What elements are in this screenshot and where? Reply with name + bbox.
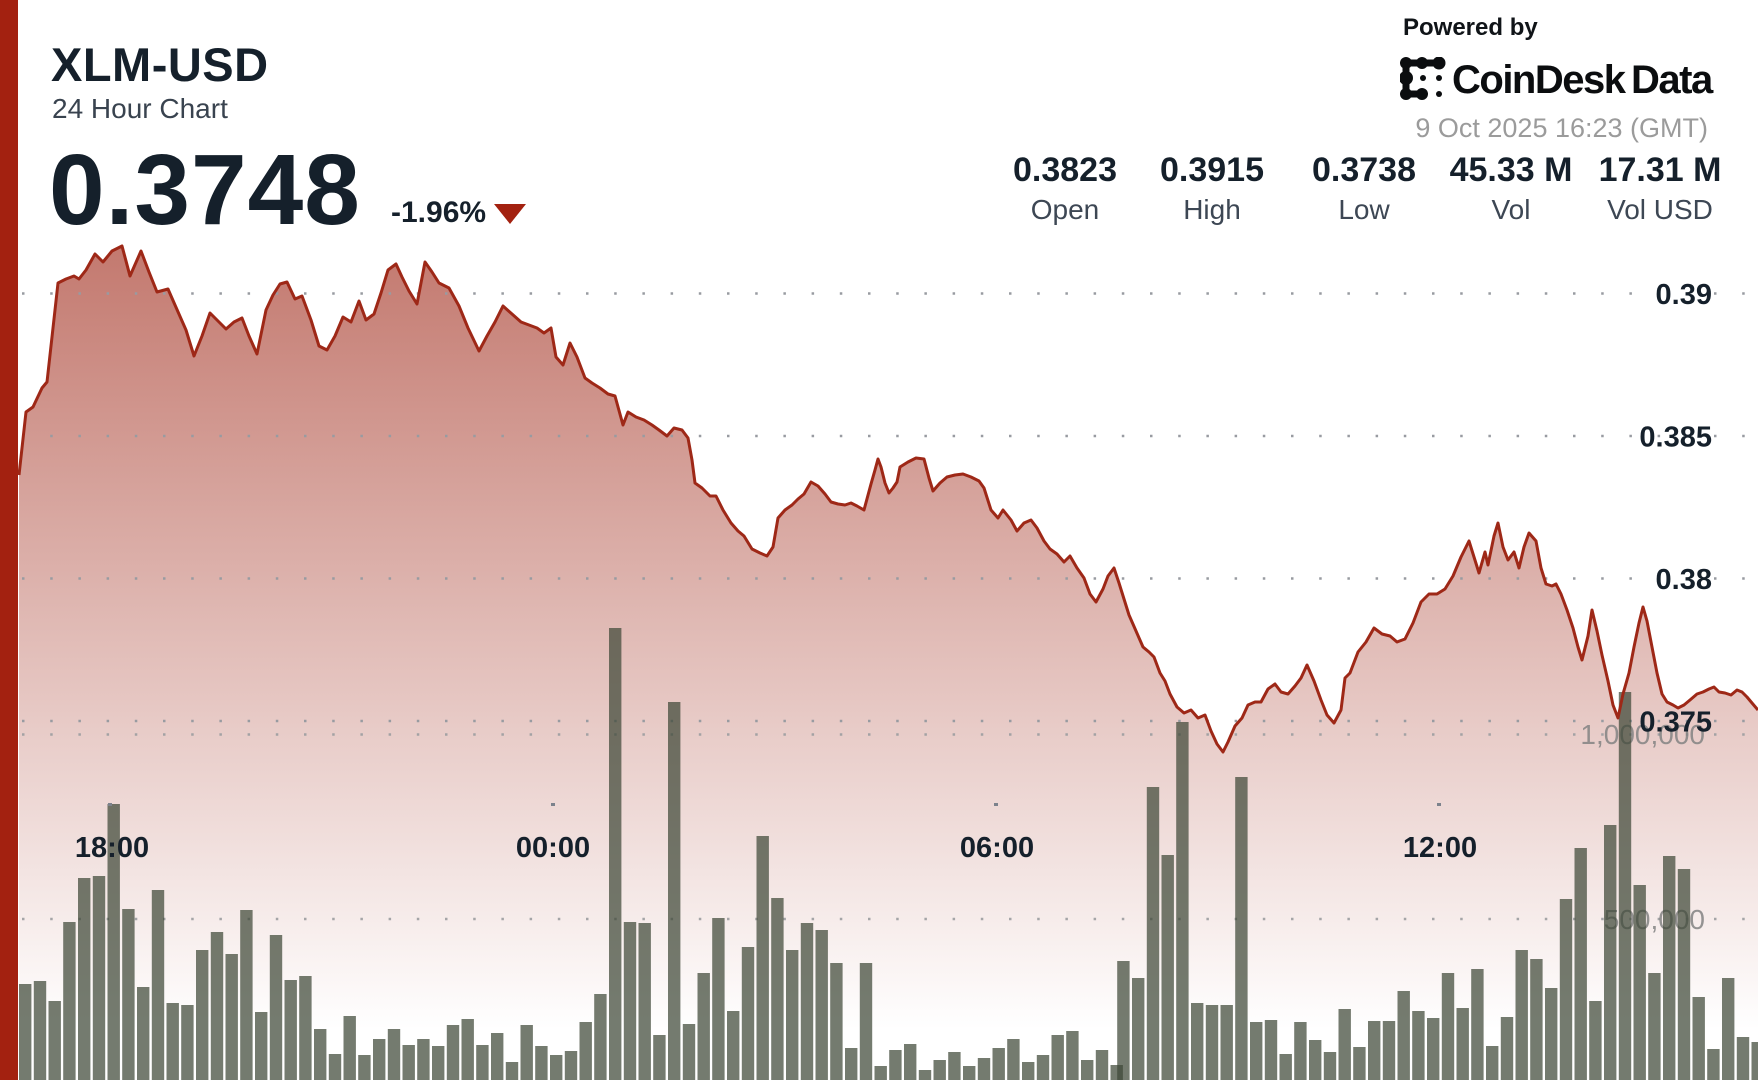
svg-text:0.38: 0.38 — [1656, 564, 1712, 596]
svg-text:00:00: 00:00 — [516, 832, 590, 864]
svg-text:0.385: 0.385 — [1639, 422, 1712, 454]
svg-text:06:00: 06:00 — [960, 832, 1034, 864]
svg-text:0.375: 0.375 — [1639, 707, 1712, 739]
svg-text:12:00: 12:00 — [1403, 832, 1477, 864]
svg-text:0.39: 0.39 — [1656, 279, 1712, 311]
svg-text:1,000,000: 1,000,000 — [1580, 719, 1705, 750]
svg-text:18:00: 18:00 — [75, 832, 149, 864]
